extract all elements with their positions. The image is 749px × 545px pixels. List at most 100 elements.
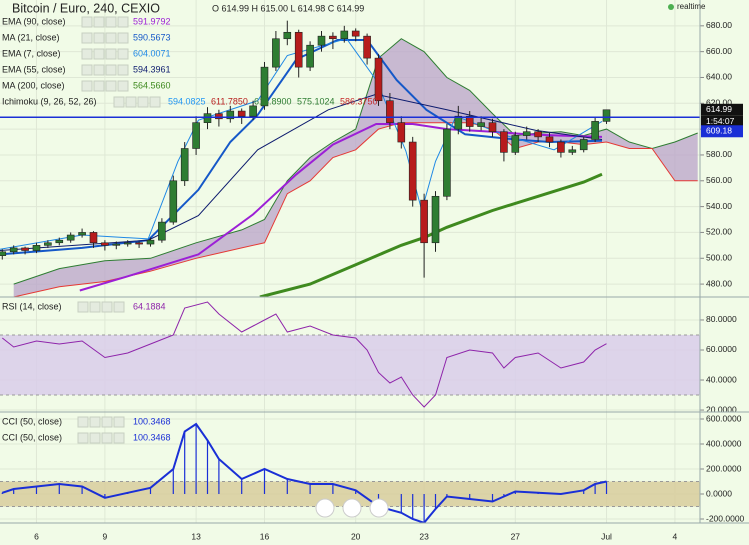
candle-body [511,135,520,153]
legend-name: RSI (14, close) [2,301,62,311]
legend-button[interactable] [125,96,137,108]
legend-button[interactable] [93,48,105,60]
legend-button[interactable] [93,80,105,92]
legend-button[interactable] [81,16,93,28]
candle-body [283,31,292,40]
legend-button[interactable] [105,16,117,28]
candle-body [78,232,86,236]
candle-body [66,234,75,241]
ichimoku-span-a [13,38,698,285]
candle-body [44,242,52,246]
candle-body [408,141,417,201]
legend-button[interactable] [89,301,101,313]
y-tick-label: 680.00 [706,20,732,30]
rsi-pane [0,301,700,408]
candle-body [306,44,314,68]
legend-button[interactable] [105,32,117,44]
y-tick-label: 40.0000 [706,374,737,384]
candle-body [579,139,588,151]
legend-button[interactable] [137,96,149,108]
legend-button[interactable] [101,416,113,428]
legend-name: EMA (7, close) [2,48,61,58]
candle-body [272,38,280,68]
hline-badge [701,125,743,138]
legend-button[interactable] [105,64,117,76]
candle-body [215,113,223,120]
candle-body [249,105,257,117]
legend-button[interactable] [117,64,129,76]
indicator-line [1,422,607,523]
legend-button[interactable] [93,32,105,44]
y-tick-label: 500.00 [706,253,732,263]
candle-body [237,110,246,117]
legend-button[interactable] [89,416,101,428]
legend-button[interactable] [113,301,125,313]
candle-body [351,30,360,37]
legend-button[interactable] [113,416,125,428]
legend-button[interactable] [117,32,129,44]
legend-button[interactable] [89,432,101,444]
legend-name: EMA (55, close) [2,64,66,74]
legend-value: 100.3468 [133,416,171,426]
legend-value: 611.7850 [211,96,248,106]
candle-body [591,121,599,140]
countdown-label: 1:54:07 [706,116,735,126]
last-price-badge [701,103,743,116]
scroll-right[interactable] [369,498,389,518]
legend-button[interactable] [117,48,129,60]
candle-body [557,141,565,153]
legend-button[interactable] [113,96,125,108]
reset[interactable] [342,498,362,518]
legend-button[interactable] [81,64,93,76]
legend-name: EMA (90, close) [2,16,66,26]
y-tick-label: 640.00 [706,72,732,82]
legend-value: 64.1884 [133,301,166,311]
legend-button[interactable] [93,64,105,76]
legend-button[interactable] [105,48,117,60]
legend-button[interactable] [117,16,129,28]
legend-value: 614.8900 [254,96,292,106]
legend-name: CCI (50, close) [2,432,62,442]
scroll-left[interactable] [315,498,335,518]
legend-button[interactable] [81,32,93,44]
legend-button[interactable] [77,432,89,444]
legend-button[interactable] [81,80,93,92]
y-tick-label: -200.0000 [706,513,745,523]
candle-body [0,251,7,256]
x-tick-label: 16 [260,531,270,541]
y-tick-label: 80.0000 [706,314,737,324]
y-tick-label: 60.0000 [706,344,737,354]
candle-body [420,199,428,244]
legend-name: CCI (50, close) [2,416,62,426]
legend-button[interactable] [101,432,113,444]
candle-body [21,247,29,251]
legend-button[interactable] [117,80,129,92]
last-price-label: 614.99 [706,104,732,114]
ichimoku-cloud [13,38,698,297]
candle-body [32,245,41,251]
candle-body [294,31,303,68]
x-tick-label: 4 [673,531,678,541]
x-tick-label: 23 [419,531,429,541]
legend-value: 604.0071 [133,48,171,58]
realtime-dot [668,4,674,10]
legend-button[interactable] [77,301,89,313]
legend-value: 591.9792 [133,16,171,26]
y-tick-label: 0.0000 [706,488,732,498]
legend-button[interactable] [81,48,93,60]
legend-name: Ichimoku (9, 26, 52, 26) [2,96,97,106]
candle-body [112,243,121,246]
legend-button[interactable] [113,432,125,444]
x-tick-label: 9 [103,531,108,541]
legend-button[interactable] [77,416,89,428]
legend-button[interactable] [105,80,117,92]
candle-body [101,242,109,246]
y-tick-label: 540.00 [706,201,732,211]
legend-button[interactable] [149,96,161,108]
legend-button[interactable] [93,16,105,28]
candle-body [329,35,337,40]
ohlc-values: O 614.99 H 615.00 L 614.98 C 614.99 [212,3,364,13]
candle-body [260,66,269,107]
legend-button[interactable] [101,301,113,313]
